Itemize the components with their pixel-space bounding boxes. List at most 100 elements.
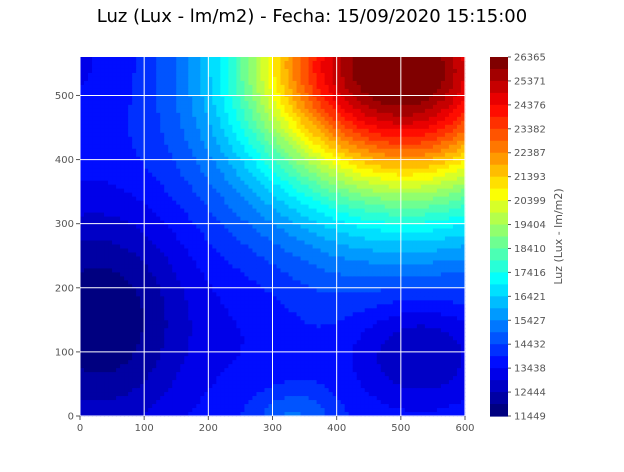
- contour-cell: [220, 68, 225, 74]
- contour-cell: [92, 356, 97, 361]
- contour-cell: [260, 224, 266, 230]
- contour-cell: [184, 236, 189, 242]
- contour-cell: [216, 220, 221, 226]
- contour-cell: [184, 260, 189, 266]
- contour-cell: [164, 96, 169, 102]
- contour-cell: [116, 192, 121, 198]
- contour-cell: [256, 368, 262, 373]
- contour-cell: [140, 204, 145, 210]
- contour-cell: [116, 364, 121, 369]
- contour-cell: [136, 388, 141, 393]
- contour-cell: [292, 268, 298, 273]
- contour-cell: [260, 312, 266, 317]
- contour-cell: [212, 212, 217, 218]
- contour-cell: [120, 64, 125, 70]
- contour-cell: [120, 152, 125, 158]
- contour-cell: [256, 108, 262, 114]
- contour-cell: [252, 132, 258, 138]
- contour-cell: [216, 164, 221, 170]
- contour-cell: [200, 220, 205, 226]
- contour-cell: [296, 288, 302, 293]
- contour-cell: [168, 360, 173, 365]
- contour-cell: [216, 240, 221, 246]
- contour-cell: [212, 300, 217, 305]
- contour-cell: [80, 128, 85, 134]
- contour-cell: [268, 224, 274, 230]
- contour-cell: [252, 168, 258, 174]
- contour-cell: [96, 160, 101, 166]
- contour-cell: [108, 280, 113, 285]
- contour-cell: [104, 64, 109, 70]
- contour-cell: [164, 268, 169, 273]
- contour-cell: [236, 136, 242, 142]
- contour-cell: [80, 172, 85, 178]
- contour-cell: [144, 408, 149, 413]
- contour-cell: [140, 176, 145, 182]
- contour-cell: [296, 120, 302, 126]
- contour-cell: [120, 280, 125, 285]
- contour-cell: [208, 72, 213, 78]
- contour-cell: [256, 272, 262, 277]
- contour-cell: [200, 192, 205, 198]
- contour-cell: [168, 140, 173, 146]
- contour-cell: [240, 328, 246, 333]
- contour-cell: [224, 280, 229, 285]
- contour-cell: [300, 88, 306, 94]
- contour-cell: [192, 164, 197, 170]
- contour-cell: [128, 252, 133, 258]
- contour-cell: [156, 152, 161, 158]
- contour-cell: [288, 192, 294, 198]
- contour-cell: [244, 164, 250, 170]
- contour-cell: [292, 140, 298, 146]
- contour-cell: [256, 156, 262, 162]
- contour-cell: [224, 344, 229, 349]
- contour-cell: [156, 228, 161, 234]
- contour-cell: [220, 412, 225, 417]
- contour-cell: [92, 224, 97, 230]
- contour-cell: [100, 180, 105, 186]
- contour-cell: [244, 304, 250, 309]
- contour-cell: [284, 188, 290, 194]
- contour-cell: [180, 296, 185, 301]
- contour-cell: [168, 128, 173, 134]
- contour-cell: [184, 232, 189, 238]
- contour-cell: [264, 136, 270, 142]
- contour-cell: [188, 88, 193, 94]
- contour-cell: [212, 288, 217, 293]
- contour-cell: [136, 328, 141, 333]
- contour-cell: [152, 88, 157, 94]
- contour-cell: [284, 128, 290, 134]
- contour-cell: [120, 408, 125, 413]
- contour-cell: [116, 392, 121, 397]
- contour-cell: [96, 256, 101, 262]
- contour-cell: [116, 80, 121, 86]
- contour-cell: [152, 392, 157, 397]
- contour-cell: [144, 172, 149, 178]
- contour-cell: [148, 404, 153, 409]
- contour-cell: [220, 208, 225, 214]
- contour-cell: [236, 196, 242, 202]
- contour-cell: [288, 264, 294, 270]
- contour-cell: [164, 288, 169, 293]
- contour-cell: [228, 376, 233, 381]
- contour-cell: [236, 172, 242, 178]
- contour-cell: [284, 312, 290, 317]
- contour-cell: [256, 320, 262, 325]
- contour-cell: [88, 312, 93, 317]
- contour-cell: [92, 284, 97, 289]
- contour-cell: [88, 160, 93, 166]
- contour-cell: [152, 400, 157, 405]
- contour-cell: [152, 84, 157, 90]
- contour-cell: [212, 76, 217, 82]
- contour-cell: [184, 128, 189, 134]
- contour-cell: [264, 380, 270, 385]
- contour-cell: [228, 96, 233, 102]
- contour-cell: [156, 216, 161, 222]
- contour-cell: [176, 156, 181, 162]
- contour-cell: [100, 352, 105, 357]
- contour-cell: [92, 244, 97, 250]
- contour-cell: [232, 120, 238, 126]
- contour-cell: [192, 84, 197, 90]
- contour-cell: [104, 188, 109, 194]
- contour-cell: [128, 320, 133, 325]
